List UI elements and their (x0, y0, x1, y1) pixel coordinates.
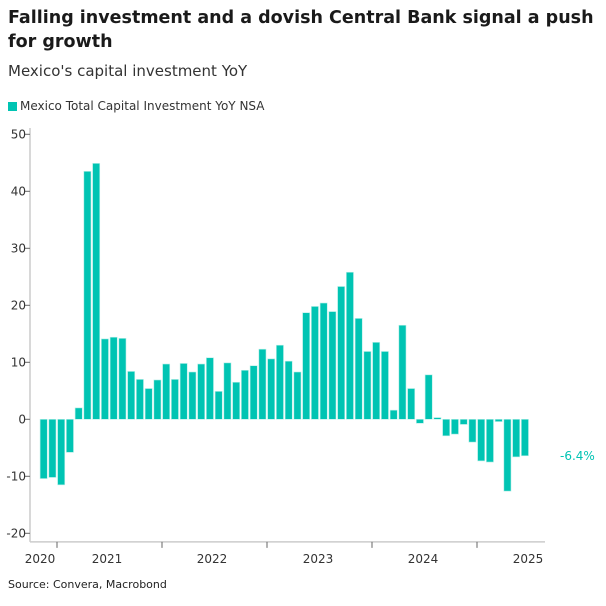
x-tick-label: 2021 (92, 552, 123, 566)
bar (293, 371, 302, 420)
y-tick-label: 30 (11, 241, 26, 255)
bar (354, 318, 363, 420)
bar (284, 360, 293, 420)
bar (127, 371, 136, 420)
bar (118, 338, 127, 420)
source-note: Source: Convera, Macrobond (8, 578, 167, 591)
bar (328, 311, 337, 420)
bar (83, 171, 92, 420)
x-tick-label: 2022 (197, 552, 228, 566)
bar (442, 418, 451, 437)
bar (433, 417, 442, 420)
bar (101, 338, 109, 420)
bar (451, 418, 459, 435)
y-tick-label: 50 (11, 127, 26, 141)
last-value-label: -6.4% (560, 449, 595, 463)
bar (206, 357, 214, 420)
bar (407, 388, 416, 420)
chart-title: Falling investment and a dovish Central … (8, 8, 594, 52)
bar (494, 418, 503, 422)
y-tick-label: -10 (6, 469, 26, 483)
bar (477, 418, 486, 462)
bar (521, 418, 529, 457)
bar (389, 409, 398, 420)
bar (232, 381, 241, 420)
bar (171, 379, 179, 420)
bar (486, 418, 494, 463)
bar (372, 342, 381, 420)
bar (223, 362, 232, 420)
bar (319, 302, 328, 420)
bar (39, 418, 48, 479)
y-tick-label: 0 (18, 412, 26, 426)
bar (144, 388, 153, 420)
bar (346, 271, 354, 420)
bar (74, 407, 83, 420)
legend: Mexico Total Capital Investment YoY NSA (8, 99, 264, 113)
bar (459, 418, 468, 425)
bar (136, 379, 144, 420)
x-tick-label: 2020 (25, 552, 56, 566)
y-tick-label: 10 (11, 355, 26, 369)
bar (109, 336, 118, 420)
bar (153, 379, 162, 420)
bar (258, 348, 267, 420)
bar (249, 365, 258, 420)
y-tick-label: 40 (11, 184, 26, 198)
bar (48, 418, 57, 478)
bar (188, 371, 197, 420)
bar (512, 418, 521, 458)
bar (162, 363, 171, 420)
bar (179, 363, 188, 420)
y-tick-label: -20 (6, 526, 26, 540)
bar (424, 374, 433, 420)
bar (311, 306, 319, 420)
bar (468, 418, 477, 443)
bar (214, 391, 223, 420)
bar (267, 358, 276, 420)
legend-swatch (8, 101, 17, 111)
bar (337, 286, 346, 420)
bar (57, 418, 66, 486)
y-tick-label: 20 (11, 298, 26, 312)
bar (503, 418, 512, 492)
bar (416, 418, 424, 424)
bar (398, 324, 407, 420)
bar (92, 163, 101, 420)
bar (302, 312, 311, 420)
bar (241, 369, 249, 420)
x-tick-label: 2023 (303, 552, 334, 566)
bar (363, 351, 372, 420)
bar (381, 351, 389, 420)
chart-subtitle: Mexico's capital investment YoY (8, 62, 248, 80)
bar (197, 363, 206, 420)
x-tick-label: 2024 (408, 552, 439, 566)
bar (276, 344, 284, 420)
bar (66, 418, 74, 453)
legend-label: Mexico Total Capital Investment YoY NSA (20, 99, 265, 113)
x-tick-label: 2025 (513, 552, 544, 566)
